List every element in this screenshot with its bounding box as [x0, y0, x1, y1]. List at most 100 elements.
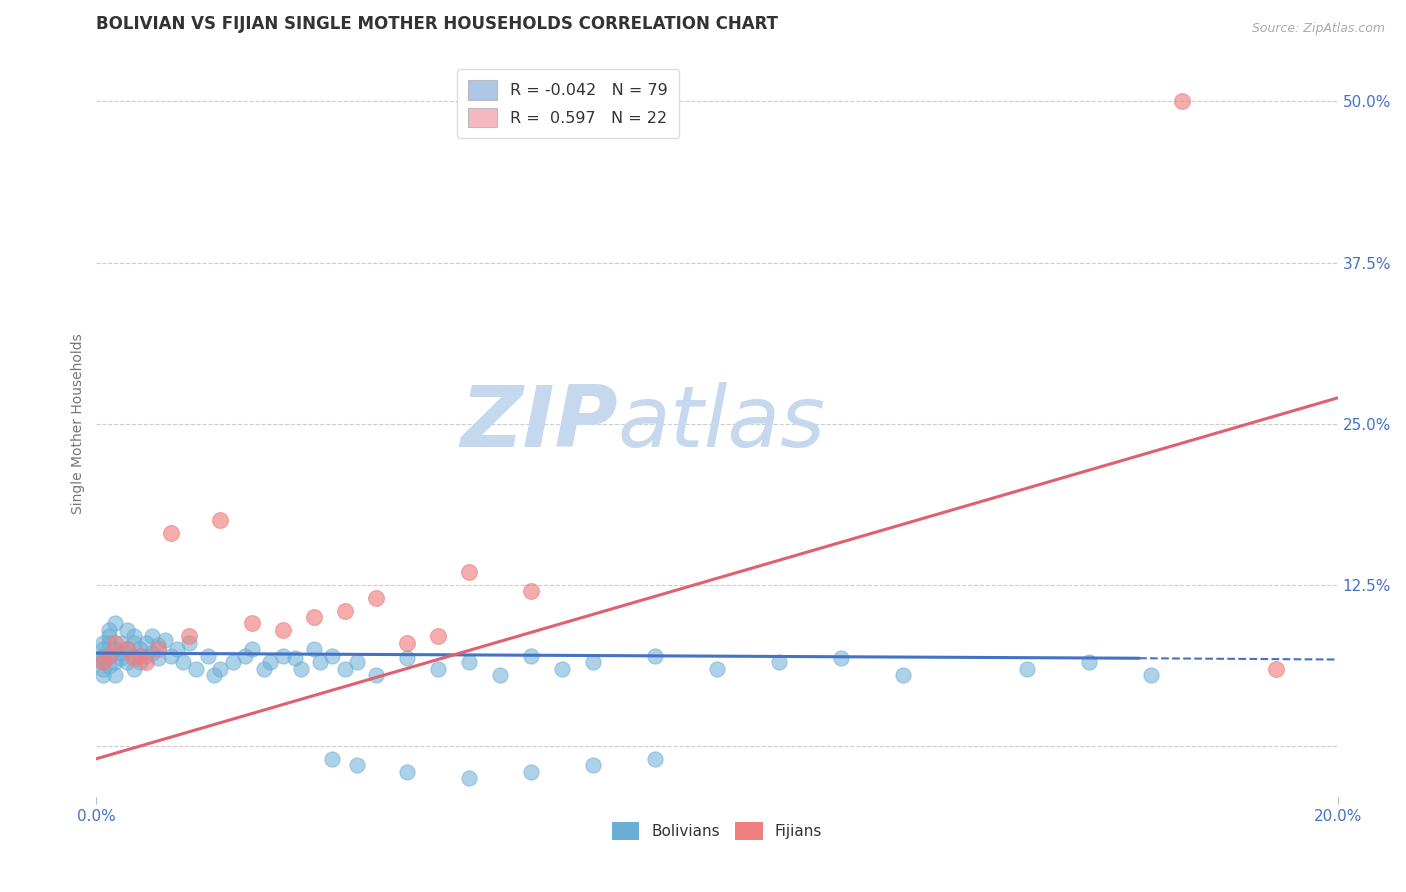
Point [1264, 661, 1286, 675]
Point [179, 636, 201, 650]
Point [91, 661, 114, 675]
Point [104, 642, 127, 657]
Point [122, 636, 145, 650]
Point [117, 655, 139, 669]
Point [457, 771, 479, 785]
Point [333, 603, 356, 617]
Point [346, 655, 368, 669]
Point [91, 655, 114, 669]
Point [104, 636, 127, 650]
Point [91, 651, 114, 665]
Point [141, 629, 163, 643]
Point [520, 764, 543, 779]
Point [240, 616, 263, 631]
Point [128, 642, 150, 657]
Point [426, 661, 449, 675]
Point [302, 642, 325, 657]
Point [117, 623, 139, 637]
Point [91, 642, 114, 657]
Point [395, 636, 418, 650]
Point [91, 655, 114, 669]
Point [97, 629, 120, 643]
Point [110, 646, 132, 660]
Point [128, 655, 150, 669]
Point [222, 655, 245, 669]
Point [184, 661, 207, 675]
Point [104, 655, 127, 669]
Point [271, 623, 294, 637]
Point [104, 616, 127, 631]
Point [346, 758, 368, 772]
Point [110, 651, 132, 665]
Point [1017, 661, 1039, 675]
Point [551, 661, 574, 675]
Point [321, 752, 343, 766]
Point [135, 655, 157, 669]
Point [141, 646, 163, 660]
Point [1078, 655, 1101, 669]
Point [271, 648, 294, 663]
Point [117, 642, 139, 657]
Point [891, 668, 914, 682]
Point [395, 651, 418, 665]
Point [1140, 668, 1163, 682]
Point [308, 655, 330, 669]
Point [159, 526, 181, 541]
Point [97, 648, 120, 663]
Text: atlas: atlas [617, 382, 825, 465]
Point [128, 648, 150, 663]
Point [253, 661, 276, 675]
Point [97, 659, 120, 673]
Point [259, 655, 281, 669]
Point [395, 764, 418, 779]
Point [364, 668, 387, 682]
Point [122, 661, 145, 675]
Point [284, 651, 307, 665]
Point [104, 668, 127, 682]
Point [582, 655, 605, 669]
Point [457, 655, 479, 669]
Point [135, 648, 157, 663]
Point [457, 565, 479, 579]
Point [830, 651, 852, 665]
Point [197, 648, 219, 663]
Point [122, 648, 145, 663]
Point [520, 584, 543, 599]
Point [91, 668, 114, 682]
Point [97, 648, 120, 663]
Point [706, 661, 728, 675]
Point [520, 648, 543, 663]
Point [179, 629, 201, 643]
Point [148, 642, 170, 657]
Point [148, 638, 170, 652]
Point [148, 651, 170, 665]
Point [240, 642, 263, 657]
Y-axis label: Single Mother Households: Single Mother Households [72, 334, 86, 514]
Point [135, 636, 157, 650]
Point [302, 610, 325, 624]
Point [122, 651, 145, 665]
Point [644, 648, 666, 663]
Point [233, 648, 256, 663]
Legend: Bolivians, Fijians: Bolivians, Fijians [606, 816, 828, 846]
Point [333, 661, 356, 675]
Point [202, 668, 225, 682]
Point [166, 642, 188, 657]
Point [91, 636, 114, 650]
Point [122, 629, 145, 643]
Point [117, 642, 139, 657]
Text: Source: ZipAtlas.com: Source: ZipAtlas.com [1251, 22, 1385, 36]
Point [159, 648, 181, 663]
Point [768, 655, 790, 669]
Point [488, 668, 510, 682]
Point [582, 758, 605, 772]
Point [1171, 95, 1194, 109]
Point [172, 655, 194, 669]
Point [209, 661, 232, 675]
Text: BOLIVIAN VS FIJIAN SINGLE MOTHER HOUSEHOLDS CORRELATION CHART: BOLIVIAN VS FIJIAN SINGLE MOTHER HOUSEHO… [97, 15, 779, 33]
Point [110, 636, 132, 650]
Point [290, 661, 312, 675]
Point [209, 513, 232, 527]
Point [97, 623, 120, 637]
Point [426, 629, 449, 643]
